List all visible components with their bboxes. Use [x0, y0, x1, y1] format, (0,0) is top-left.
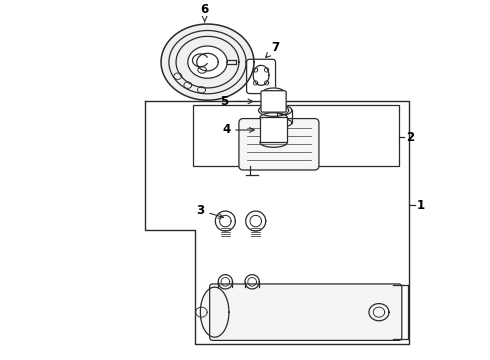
Polygon shape	[277, 106, 292, 114]
Polygon shape	[263, 88, 284, 97]
Polygon shape	[216, 211, 235, 231]
Bar	[193, 105, 398, 166]
Polygon shape	[218, 275, 232, 289]
FancyBboxPatch shape	[261, 91, 286, 112]
Text: 3: 3	[196, 204, 223, 218]
Polygon shape	[260, 113, 287, 122]
Text: 6: 6	[200, 3, 209, 22]
Bar	[260, 117, 287, 143]
Polygon shape	[161, 24, 254, 100]
FancyBboxPatch shape	[239, 118, 319, 170]
Polygon shape	[245, 275, 259, 289]
Polygon shape	[200, 287, 229, 337]
Polygon shape	[245, 211, 266, 231]
Text: 2: 2	[406, 131, 414, 144]
Text: 4: 4	[222, 123, 254, 136]
FancyBboxPatch shape	[246, 59, 275, 94]
Text: 1: 1	[416, 198, 425, 212]
Polygon shape	[188, 46, 227, 78]
Text: 5: 5	[220, 95, 253, 108]
Polygon shape	[259, 104, 289, 116]
FancyBboxPatch shape	[210, 284, 402, 341]
Text: 7: 7	[266, 41, 279, 58]
